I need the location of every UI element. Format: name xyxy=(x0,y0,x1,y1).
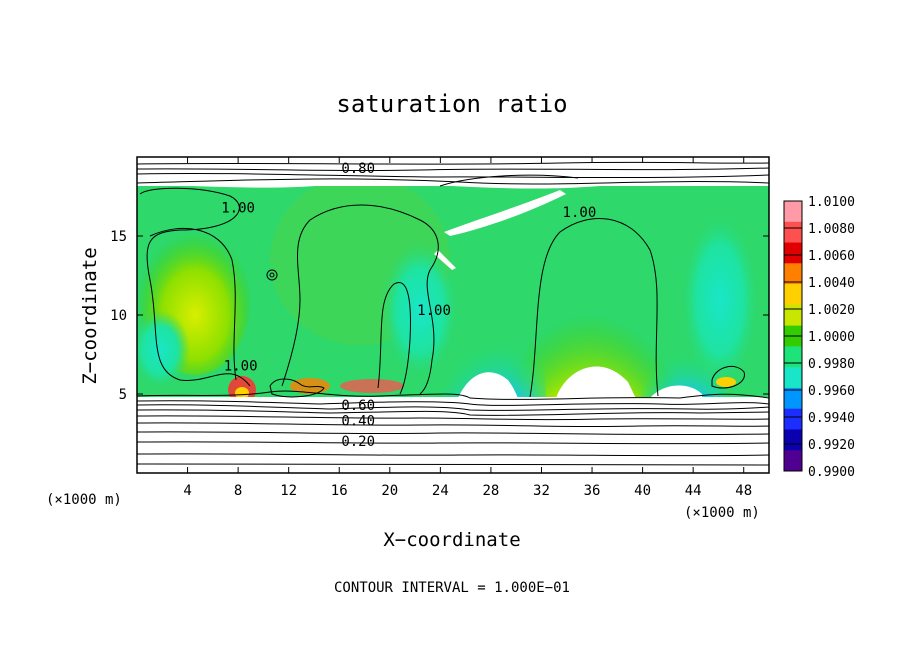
cyan-patch-center xyxy=(380,240,460,380)
z-unit-label: (×1000 m) xyxy=(684,505,760,521)
contour-upper-4 xyxy=(137,178,769,185)
contour-surface-1 xyxy=(137,390,769,400)
colorbar-swatch xyxy=(784,387,802,410)
contour-surface-9 xyxy=(137,453,769,457)
upper-band-edge xyxy=(137,172,769,189)
x-axis-title: X−coordinate xyxy=(383,529,520,551)
contour-1.00-center xyxy=(281,204,439,395)
contour-1.00-center-inner xyxy=(377,282,411,395)
colorbar-label: 1.0000 xyxy=(808,330,855,345)
colorbar-label: 1.0080 xyxy=(808,222,855,237)
colorbar-swatch xyxy=(784,450,802,472)
contour-1.00-left-cell xyxy=(149,227,237,381)
contour-small-cell xyxy=(266,269,278,281)
contour-surface-10 xyxy=(137,463,769,466)
colorbar-swatch xyxy=(784,304,802,327)
y-axis-title: Z−coordinate xyxy=(79,247,101,384)
contour-label: 1.00 xyxy=(224,358,258,374)
white-dome-36km xyxy=(556,366,636,398)
colorbar: 1.0100 1.0080 1.0060 1.0040 1.0020 1.0000 0.99… xyxy=(783,195,855,480)
white-dome-28km xyxy=(458,372,518,398)
x-tick-label: 20 xyxy=(381,483,398,499)
contour-label: 1.00 xyxy=(563,205,597,221)
colorbar-swatch xyxy=(784,284,802,306)
contour-0.20 xyxy=(137,441,769,445)
colorbar-label: 0.9900 xyxy=(808,465,855,480)
contour-1.00-top xyxy=(439,174,579,187)
x-tick-label: 32 xyxy=(533,483,550,499)
x-tick-label: 44 xyxy=(685,483,702,499)
contour-surface-7 xyxy=(137,431,769,436)
x-tick-label: 12 xyxy=(280,483,297,499)
colorbar-label: 1.0100 xyxy=(808,195,855,210)
colorbar-label: 1.0040 xyxy=(808,276,855,291)
chart-title: saturation ratio xyxy=(336,90,567,118)
colorbar-swatch xyxy=(784,263,802,285)
colorbar-label: 0.9980 xyxy=(808,357,855,372)
colorbar-swatch xyxy=(784,429,802,451)
contour-0.60 xyxy=(137,409,769,416)
contour-label: 0.40 xyxy=(341,414,375,430)
white-streak-small xyxy=(434,250,456,270)
warm-spot-14km xyxy=(290,378,330,394)
y-tick-label: 5 xyxy=(119,387,127,403)
colorbar-label: 0.9960 xyxy=(808,384,855,399)
contour-upper-2 xyxy=(137,167,769,172)
x-tick-label: 8 xyxy=(234,483,242,499)
colorbar-swatch xyxy=(784,221,802,244)
contour-surface-cells xyxy=(269,378,325,398)
x-unit-label: (×1000 m) xyxy=(46,492,122,508)
contour-surface-3 xyxy=(137,404,769,411)
colorbar-label: 0.9940 xyxy=(808,411,855,426)
cyan-patch-left xyxy=(137,310,190,390)
contour-interval-note: CONTOUR INTERVAL = 1.000E−01 xyxy=(334,580,570,596)
contour-lines xyxy=(137,161,769,466)
contour-label: 0.60 xyxy=(341,398,375,414)
colorbar-swatch xyxy=(784,242,802,264)
colorbar-swatch xyxy=(784,201,802,223)
contour-surface-5 xyxy=(137,415,769,421)
warm-spot-8km-core xyxy=(235,387,249,399)
x-tick-label: 28 xyxy=(482,483,499,499)
colorbar-label: 1.0020 xyxy=(808,303,855,318)
warm-spot-20km xyxy=(340,379,404,393)
contour-label: 0.80 xyxy=(341,161,375,177)
x-tick-label: 24 xyxy=(432,483,449,499)
contour-upper-3 xyxy=(137,172,769,179)
colorbar-swatch xyxy=(784,408,802,430)
colorbar-label: 0.9920 xyxy=(808,438,855,453)
contour-right-cell xyxy=(711,365,745,389)
x-tick-label: 48 xyxy=(735,483,752,499)
x-tick-label: 40 xyxy=(634,483,651,499)
x-tick-label: 36 xyxy=(584,483,601,499)
contour-small-cell-inner xyxy=(269,272,275,278)
colorbar-swatch xyxy=(784,367,802,389)
white-dome-44km xyxy=(650,385,702,398)
surface-layer xyxy=(137,397,769,473)
contour-1.00-left xyxy=(139,187,251,387)
contour-0.40 xyxy=(137,422,769,428)
x-tick-label: 4 xyxy=(183,483,191,499)
contour-label: 1.00 xyxy=(221,200,255,216)
contour-label: 0.20 xyxy=(341,434,375,450)
contour-1.00-plume xyxy=(529,218,659,398)
yellow-spot-45km xyxy=(716,377,736,387)
x-tick-label: 16 xyxy=(331,483,348,499)
contour-label: 1.00 xyxy=(417,303,451,319)
contour-label-layer: 0.80 1.00 1.00 1.00 1.00 0.600.40 0.20 xyxy=(221,161,597,450)
y-tick-label: 10 xyxy=(110,308,127,324)
contour-surface-2 xyxy=(137,400,769,406)
colorbar-swatch xyxy=(784,346,802,368)
y-tick-label: 15 xyxy=(110,229,127,245)
plot-area: 0.80 1.00 1.00 1.00 1.00 0.600.40 0.20 xyxy=(137,157,769,473)
colorbar-label: 1.0060 xyxy=(808,249,855,264)
white-streak-upper xyxy=(444,190,566,236)
contour-upper-1 xyxy=(137,161,769,165)
